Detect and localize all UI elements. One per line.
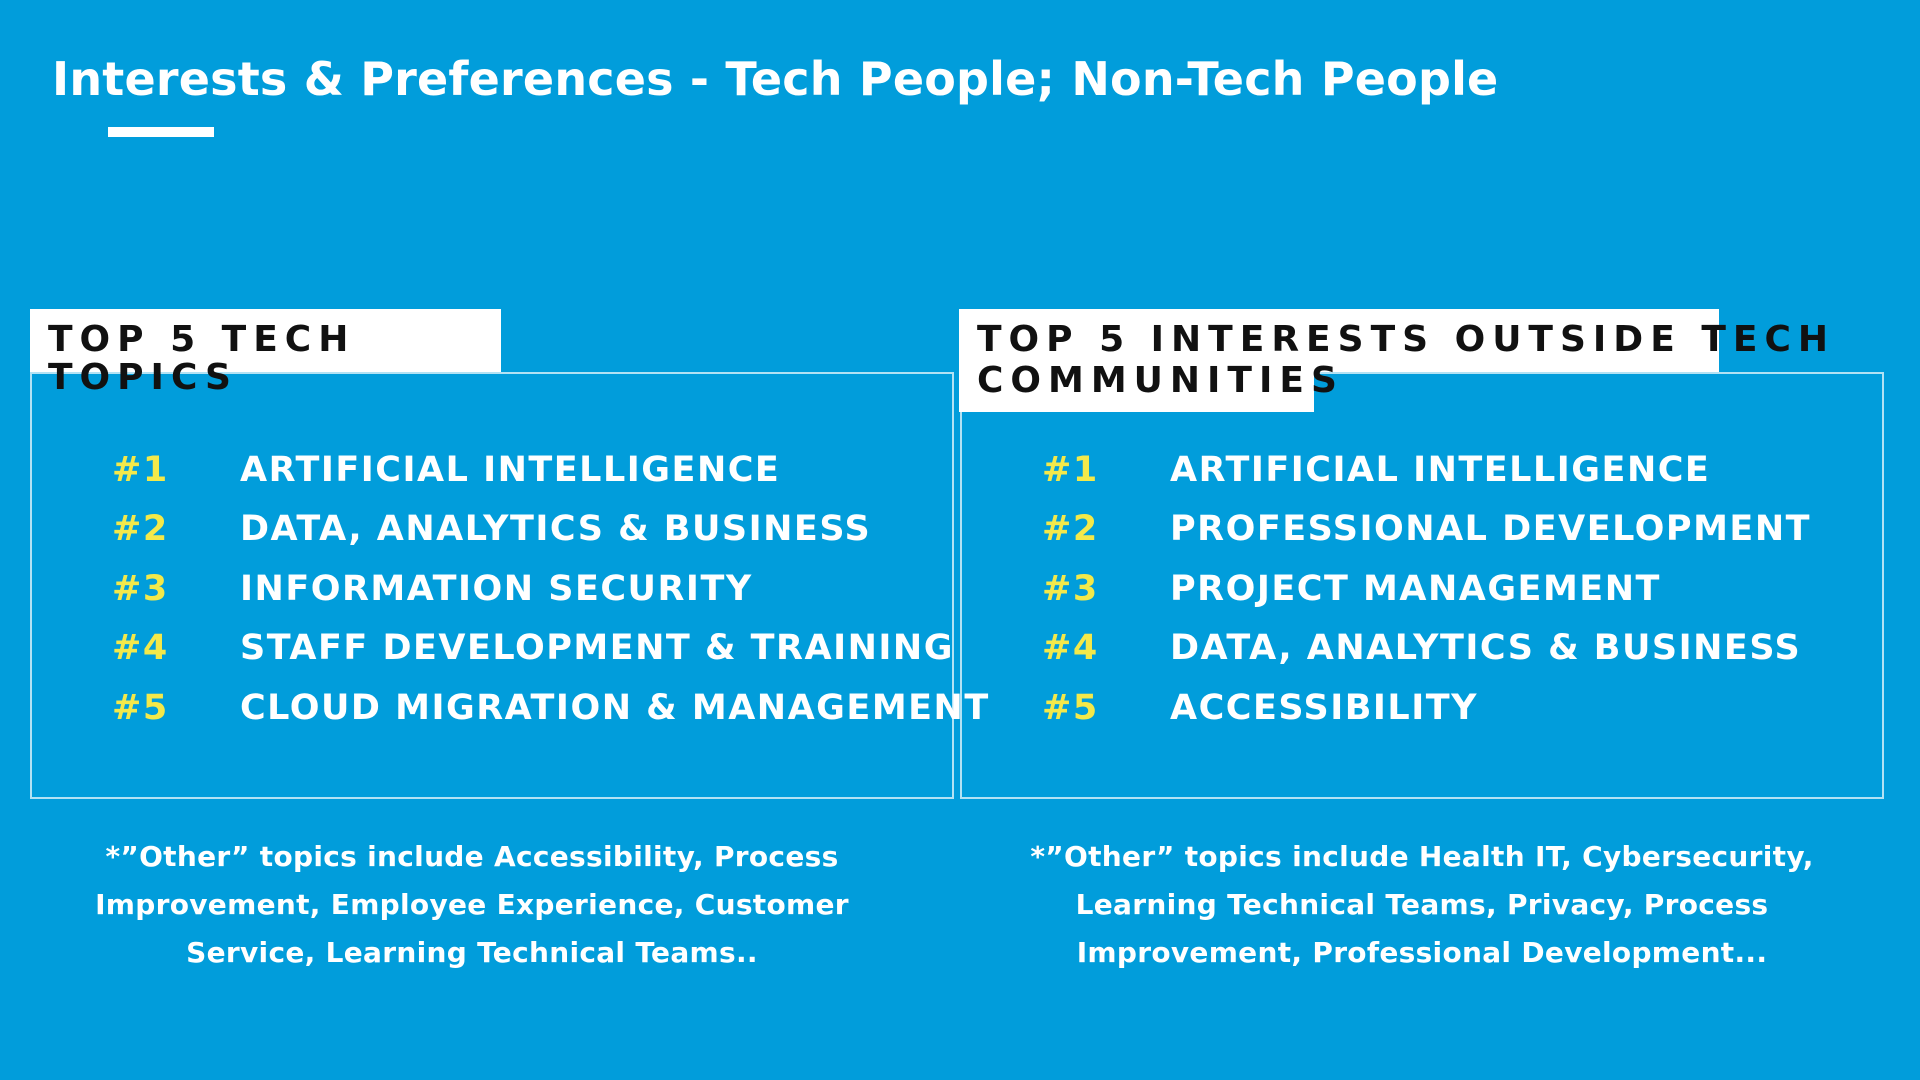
rank-label: CLOUD MIGRATION & MANAGEMENT: [240, 687, 990, 728]
rank-number: #1: [112, 449, 169, 490]
tech-topic-item: #1 ARTIFICIAL INTELLIGENCE: [112, 440, 990, 500]
rank-number: #4: [1042, 628, 1099, 669]
outside-interests-list: #1 ARTIFICIAL INTELLIGENCE #2 PROFESSION…: [1042, 440, 1811, 738]
outside-interest-item: #2 PROFESSIONAL DEVELOPMENT: [1042, 500, 1811, 560]
rank-label: STAFF DEVELOPMENT & TRAINING: [240, 628, 954, 669]
rank-label: ARTIFICIAL INTELLIGENCE: [240, 449, 781, 490]
rank-number: #3: [1042, 568, 1099, 609]
tech-topic-item: #3 INFORMATION SECURITY: [112, 559, 990, 619]
rank-number: #4: [112, 628, 169, 669]
rank-number: #2: [112, 509, 169, 550]
rank-label: PROJECT MANAGEMENT: [1170, 568, 1661, 609]
rank-number: #3: [112, 568, 169, 609]
outside-interests-heading-line1: TOP 5 INTERESTS OUTSIDE TECH: [959, 309, 1828, 372]
rank-number: #2: [1042, 509, 1099, 550]
tech-topic-item: #2 DATA, ANALYTICS & BUSINESS: [112, 500, 990, 560]
rank-number: #1: [1042, 449, 1099, 490]
outside-interest-item: #3 PROJECT MANAGEMENT: [1042, 559, 1811, 619]
tech-topics-list: #1 ARTIFICIAL INTELLIGENCE #2 DATA, ANAL…: [112, 440, 990, 738]
outside-interest-item: #1 ARTIFICIAL INTELLIGENCE: [1042, 440, 1811, 500]
outside-interests-panel: [960, 372, 1884, 799]
rank-label: INFORMATION SECURITY: [240, 568, 753, 609]
outside-interests-heading-line2: COMMUNITIES: [959, 362, 1337, 412]
slide-title: Interests & Preferences - Tech People; N…: [52, 52, 1499, 106]
rank-label: DATA, ANALYTICS & BUSINESS: [240, 509, 872, 550]
tech-topic-item: #5 CLOUD MIGRATION & MANAGEMENT: [112, 678, 990, 738]
tech-topic-item: #4 STAFF DEVELOPMENT & TRAINING: [112, 619, 990, 679]
tech-topics-heading: TOP 5 TECH TOPICS: [30, 309, 501, 397]
outside-interests-footnote: *”Other” topics include Health IT, Cyber…: [1030, 840, 1814, 969]
outside-interest-item: #4 DATA, ANALYTICS & BUSINESS: [1042, 619, 1811, 679]
rank-number: #5: [112, 687, 169, 728]
tech-topics-footnote: *”Other” topics include Accessibility, P…: [95, 840, 849, 969]
tech-topics-panel: [30, 372, 954, 799]
title-underline: [108, 127, 214, 137]
rank-label: ACCESSIBILITY: [1170, 687, 1478, 728]
outside-interest-item: #5 ACCESSIBILITY: [1042, 678, 1811, 738]
rank-number: #5: [1042, 687, 1099, 728]
rank-label: ARTIFICIAL INTELLIGENCE: [1170, 449, 1711, 490]
rank-label: PROFESSIONAL DEVELOPMENT: [1170, 509, 1811, 550]
rank-label: DATA, ANALYTICS & BUSINESS: [1170, 628, 1802, 669]
